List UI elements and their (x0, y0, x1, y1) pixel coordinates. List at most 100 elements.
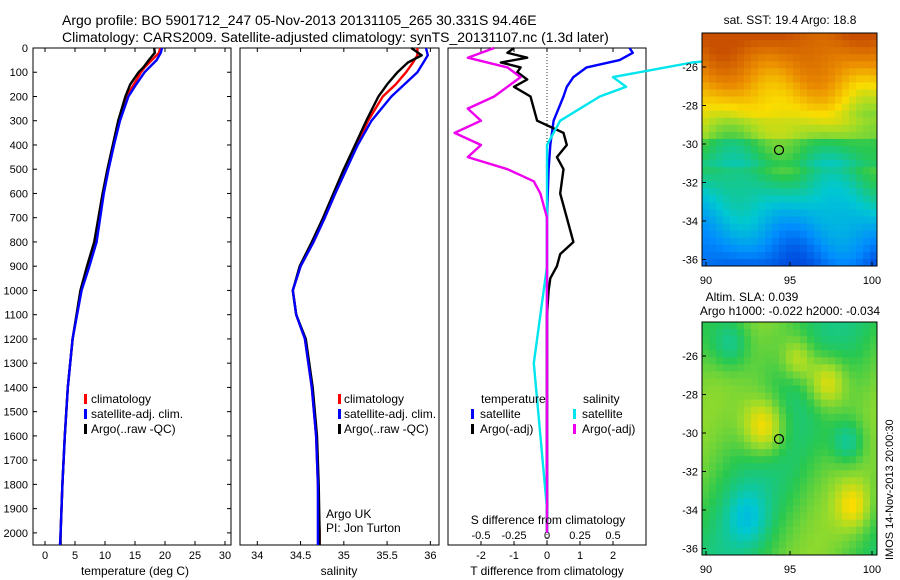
difference-panel: -2 -1 0 1 2 -0.5 -0.25 0 0.25 0.5 S difference f… (447, 46, 773, 578)
map-cell (737, 40, 745, 48)
map-cell (786, 61, 794, 69)
map-cell (863, 399, 871, 408)
map-cell (737, 456, 745, 464)
map-cell (765, 174, 773, 182)
map-cell (835, 33, 843, 41)
map-cell (765, 82, 773, 90)
map-cell (786, 174, 794, 182)
map-cell (807, 237, 815, 246)
lon-tick-label: 95 (784, 275, 796, 287)
map-cell (758, 364, 766, 372)
map-cell (807, 519, 815, 528)
map-cell (849, 399, 857, 408)
map-cell (863, 145, 871, 154)
map-cell (786, 463, 794, 471)
map-cell (800, 103, 808, 112)
map-cell (716, 237, 724, 246)
map-cell (744, 40, 752, 48)
map-cell (772, 167, 780, 175)
map-cell (807, 174, 815, 182)
map-cell (863, 491, 871, 499)
map-cell (835, 434, 843, 443)
map-cell (800, 223, 808, 232)
map-cell (737, 406, 745, 415)
map-cell (779, 96, 787, 105)
map-cell (786, 75, 794, 83)
lat-tick-label: -28 (682, 390, 698, 402)
map-cell (709, 350, 717, 358)
map-cell (786, 54, 794, 62)
map-cell (751, 392, 759, 401)
map-cell (730, 68, 738, 76)
map-cell (800, 512, 808, 521)
map-cell (821, 251, 829, 260)
map-cell (744, 33, 752, 41)
map-cell (723, 174, 731, 182)
map-cell (702, 505, 710, 514)
map-cell (730, 54, 738, 62)
map-cell (723, 434, 731, 443)
map-cell (751, 82, 759, 90)
map-cell (716, 336, 724, 344)
map-cell (793, 392, 801, 401)
map-cell (786, 470, 794, 478)
map-cell (807, 371, 815, 379)
map-cell (800, 420, 808, 429)
depth-tick-label: 1200 (4, 334, 28, 346)
map-cell (828, 427, 836, 436)
map-cell (751, 322, 759, 330)
map-cell (723, 124, 731, 133)
map-cell (821, 378, 829, 386)
map-cell (856, 188, 864, 196)
map-cell (863, 82, 871, 90)
map-cell (772, 33, 780, 41)
map-cell (702, 209, 710, 217)
map-cell (849, 89, 857, 97)
map-cell (793, 82, 801, 90)
map-cell (730, 413, 738, 422)
map-cell (863, 216, 871, 225)
map-cell (835, 117, 843, 126)
map-cell (800, 427, 808, 436)
map-cell (800, 96, 808, 105)
map-cell (709, 399, 717, 408)
map-cell (737, 96, 745, 105)
map-cell (870, 181, 878, 189)
depth-tick-label: 1800 (4, 479, 28, 491)
map-cell (835, 336, 843, 344)
map-cell (842, 195, 850, 203)
map-cell (856, 258, 864, 267)
map-cell (856, 160, 864, 168)
map-cell (821, 456, 829, 464)
map-cell (737, 202, 745, 210)
map-cell (723, 54, 731, 62)
temperature-tick-label: 30 (219, 550, 231, 562)
map-cell (716, 371, 724, 379)
map-cell (793, 244, 801, 253)
map-cell (758, 202, 766, 210)
map-cell (730, 456, 738, 464)
map-cell (814, 124, 822, 133)
map-cell (716, 75, 724, 83)
map-cell (870, 364, 878, 372)
map-cell (870, 61, 878, 69)
map-cell (849, 463, 857, 471)
temperature-tick-label: 5 (72, 550, 78, 562)
map-cell (744, 350, 752, 358)
map-cell (870, 463, 878, 471)
map-cell (772, 357, 780, 365)
map-cell (821, 449, 829, 457)
map-cell (842, 449, 850, 457)
map-cell (730, 223, 738, 232)
map-cell (821, 244, 829, 253)
map-cell (793, 75, 801, 83)
map-cell (835, 456, 843, 464)
map-cell (863, 124, 871, 133)
map-cell (814, 167, 822, 175)
map-cell (870, 96, 878, 105)
map-cell (758, 131, 766, 140)
legend-title-temperature: temperature (481, 392, 546, 406)
legend-swatch-t-satellite (471, 409, 474, 419)
map-cell (786, 82, 794, 90)
map-cell (758, 442, 766, 450)
